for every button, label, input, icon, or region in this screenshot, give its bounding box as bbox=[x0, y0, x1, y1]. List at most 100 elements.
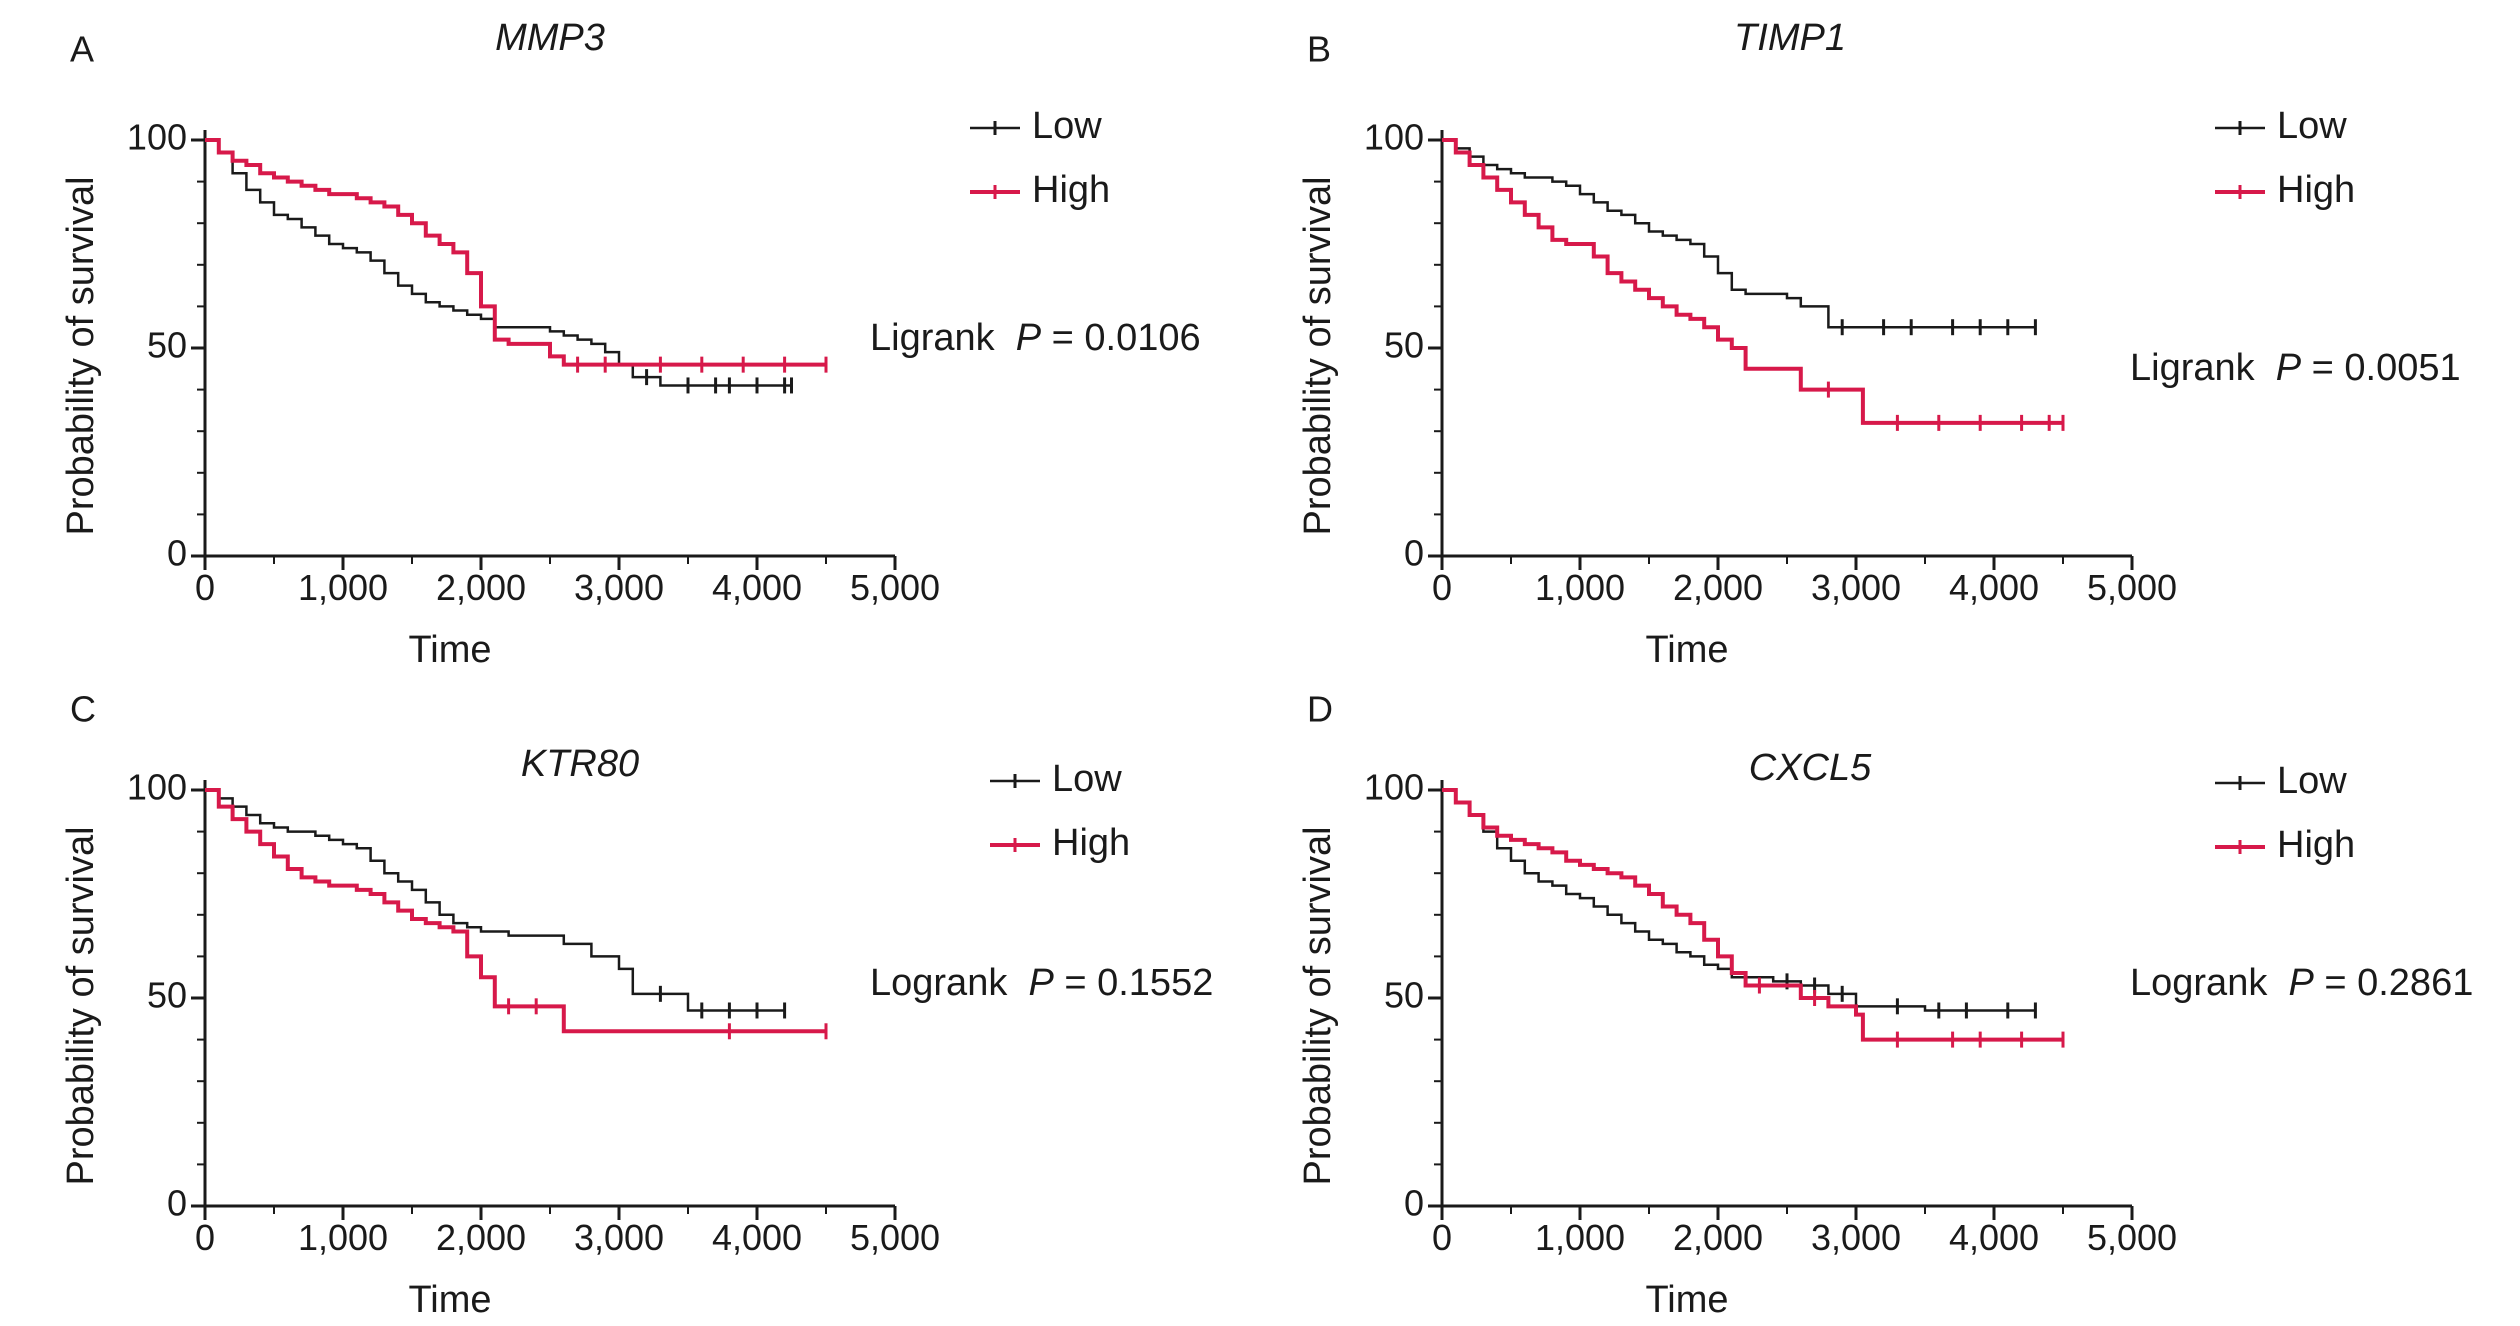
chart-title: MMP3 bbox=[495, 17, 605, 59]
x-tick-label: 0 bbox=[1432, 1217, 1452, 1258]
survival-curve-low bbox=[1442, 138, 2036, 329]
x-tick-label: 0 bbox=[195, 567, 215, 608]
p-value: = 0.2861 bbox=[2314, 962, 2474, 1004]
y-tick-label: 100 bbox=[127, 767, 187, 808]
p-value: = 0.0106 bbox=[1041, 317, 1201, 359]
survival-curve-high bbox=[205, 788, 826, 1034]
y-tick-label: 50 bbox=[147, 325, 187, 366]
legend: Low High bbox=[2215, 105, 2355, 211]
y-tick-label: 0 bbox=[1404, 533, 1424, 574]
p-value-annotation: Logrank P = 0.1552 bbox=[870, 962, 1213, 1004]
legend-label-low: Low bbox=[1052, 758, 1122, 800]
test-name: Ligrank bbox=[2130, 347, 2265, 389]
test-name: Logrank bbox=[2130, 962, 2278, 1004]
legend-label-low: Low bbox=[1032, 105, 1102, 147]
x-tick-label: 4,000 bbox=[1949, 567, 2039, 608]
chart-title: KTR80 bbox=[521, 743, 639, 785]
x-tick-label: 1,000 bbox=[1535, 1217, 1625, 1258]
p-symbol: P bbox=[1005, 317, 1042, 359]
x-tick-label: 5,000 bbox=[2087, 567, 2177, 608]
x-tick-label: 4,000 bbox=[712, 567, 802, 608]
x-axis-label: Time bbox=[1645, 1279, 1728, 1321]
x-axis-label: Time bbox=[408, 629, 491, 671]
y-tick-label: 100 bbox=[1364, 117, 1424, 158]
legend-label-high: High bbox=[1032, 169, 1110, 211]
legend-label-low: Low bbox=[2277, 105, 2347, 147]
y-tick-label: 0 bbox=[167, 1183, 187, 1224]
series-high bbox=[1442, 788, 2065, 1048]
x-tick-label: 3,000 bbox=[574, 567, 664, 608]
series-low bbox=[205, 138, 793, 394]
p-symbol: P bbox=[2265, 347, 2302, 389]
p-value: = 0.1552 bbox=[1054, 962, 1214, 1004]
series-low bbox=[1442, 138, 2037, 336]
x-tick-label: 1,000 bbox=[298, 1217, 388, 1258]
y-axis-label: Probability of survival bbox=[60, 176, 102, 535]
panel-letter: A bbox=[70, 29, 94, 70]
series-high bbox=[1442, 138, 2065, 431]
x-tick-label: 3,000 bbox=[1811, 1217, 1901, 1258]
series-low bbox=[1442, 788, 2037, 1019]
p-value-annotation: Logrank P = 0.2861 bbox=[2130, 962, 2473, 1004]
y-axis-label: Probability of survival bbox=[1297, 176, 1339, 535]
x-axis-label: Time bbox=[1645, 629, 1728, 671]
chart-title: CXCL5 bbox=[1749, 747, 1872, 789]
test-name: Logrank bbox=[870, 962, 1018, 1004]
x-tick-label: 0 bbox=[1432, 567, 1452, 608]
chart-title: TIMP1 bbox=[1734, 17, 1846, 59]
panel-c: C KTR80 0 50 100 0 1,000 2,000 3,000 4,000 5,000 Ti… bbox=[60, 689, 1213, 1321]
y-tick-label: 0 bbox=[1404, 1183, 1424, 1224]
x-axis-label: Time bbox=[408, 1279, 491, 1321]
x-tick-label: 5,000 bbox=[850, 1217, 940, 1258]
legend-label-low: Low bbox=[2277, 760, 2347, 802]
y-tick-label: 100 bbox=[1364, 767, 1424, 808]
x-tick-label: 5,000 bbox=[850, 567, 940, 608]
p-value: = 0.0051 bbox=[2301, 347, 2461, 389]
x-tick-label: 4,000 bbox=[712, 1217, 802, 1258]
survival-curve-low bbox=[205, 138, 792, 387]
y-tick-label: 100 bbox=[127, 117, 187, 158]
p-value-annotation: Ligrank P = 0.0051 bbox=[2130, 347, 2461, 389]
p-symbol: P bbox=[2278, 962, 2315, 1004]
y-tick-label: 0 bbox=[167, 533, 187, 574]
x-tick-label: 2,000 bbox=[1673, 567, 1763, 608]
test-name: Ligrank bbox=[870, 317, 1005, 359]
survival-curve-low bbox=[1442, 788, 2036, 1012]
y-axis-label: Probability of survival bbox=[60, 826, 102, 1185]
legend-label-high: High bbox=[2277, 169, 2355, 211]
x-tick-label: 2,000 bbox=[1673, 1217, 1763, 1258]
panel-a: A MMP3 0 50 100 0 1,000 2,000 3,000 4,000 5,000 Tim… bbox=[60, 17, 1201, 671]
x-tick-label: 3,000 bbox=[574, 1217, 664, 1258]
x-tick-label: 2,000 bbox=[436, 567, 526, 608]
legend: Low High bbox=[970, 105, 1110, 211]
legend: Low High bbox=[2215, 760, 2355, 866]
x-tick-label: 5,000 bbox=[2087, 1217, 2177, 1258]
survival-curve-high bbox=[1442, 138, 2063, 425]
p-value-annotation: Ligrank P = 0.0106 bbox=[870, 317, 1201, 359]
y-tick-label: 50 bbox=[147, 975, 187, 1016]
panel-letter: D bbox=[1307, 689, 1333, 730]
x-tick-label: 1,000 bbox=[1535, 567, 1625, 608]
p-symbol: P bbox=[1018, 962, 1055, 1004]
panel-b: B TIMP1 0 50 100 0 1,000 2,000 3,000 4,000 5,000 Ti… bbox=[1297, 17, 2461, 671]
survival-curve-high bbox=[1442, 788, 2063, 1042]
x-tick-label: 4,000 bbox=[1949, 1217, 2039, 1258]
legend: Low High bbox=[990, 758, 1130, 864]
y-axis-label: Probability of survival bbox=[1297, 826, 1339, 1185]
series-low bbox=[205, 788, 787, 1019]
survival-curve-high bbox=[205, 138, 826, 367]
x-tick-label: 1,000 bbox=[298, 567, 388, 608]
x-tick-label: 0 bbox=[195, 1217, 215, 1258]
legend-label-high: High bbox=[2277, 824, 2355, 866]
panel-letter: B bbox=[1307, 29, 1331, 70]
y-tick-label: 50 bbox=[1384, 325, 1424, 366]
panel-d: D CXCL5 0 50 100 0 1,000 2,000 3,000 4,000 5,000 Ti… bbox=[1297, 689, 2473, 1321]
x-tick-label: 3,000 bbox=[1811, 567, 1901, 608]
y-tick-label: 50 bbox=[1384, 975, 1424, 1016]
series-high bbox=[205, 138, 828, 373]
x-tick-label: 2,000 bbox=[436, 1217, 526, 1258]
series-high bbox=[205, 788, 828, 1040]
panel-letter: C bbox=[70, 689, 96, 730]
legend-label-high: High bbox=[1052, 822, 1130, 864]
